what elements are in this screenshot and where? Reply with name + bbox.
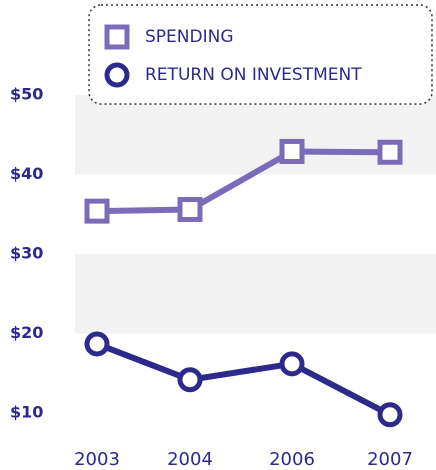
legend: SPENDING RETURN ON INVESTMENT	[104, 24, 362, 88]
legend-box	[88, 4, 433, 105]
x-tick-label: 2004	[167, 449, 213, 470]
legend-label: RETURN ON INVESTMENT	[145, 65, 362, 85]
grid-band	[75, 254, 436, 334]
y-tick-label: $50	[10, 85, 43, 104]
legend-label: SPENDING	[145, 27, 234, 47]
series-line	[96, 148, 391, 215]
data-point	[84, 331, 110, 357]
x-tick-label: 2006	[269, 449, 315, 470]
x-tick-label: 2007	[367, 449, 413, 470]
data-point	[177, 367, 203, 393]
grid-band	[75, 95, 436, 175]
y-tick-label: $30	[10, 244, 43, 263]
x-tick-label: 2003	[74, 449, 120, 470]
data-point	[279, 138, 305, 164]
series-line	[95, 341, 392, 418]
y-tick-label: $20	[10, 323, 43, 342]
data-point	[177, 197, 203, 223]
y-tick-label: $10	[10, 403, 43, 422]
bands	[75, 95, 436, 334]
plot	[84, 138, 403, 428]
y-tick-label: $40	[10, 164, 43, 183]
data-point	[279, 351, 305, 377]
data-point	[377, 139, 403, 165]
legend-marker	[104, 24, 130, 50]
data-point	[84, 198, 110, 224]
data-point	[377, 402, 403, 428]
legend-marker	[104, 62, 130, 88]
